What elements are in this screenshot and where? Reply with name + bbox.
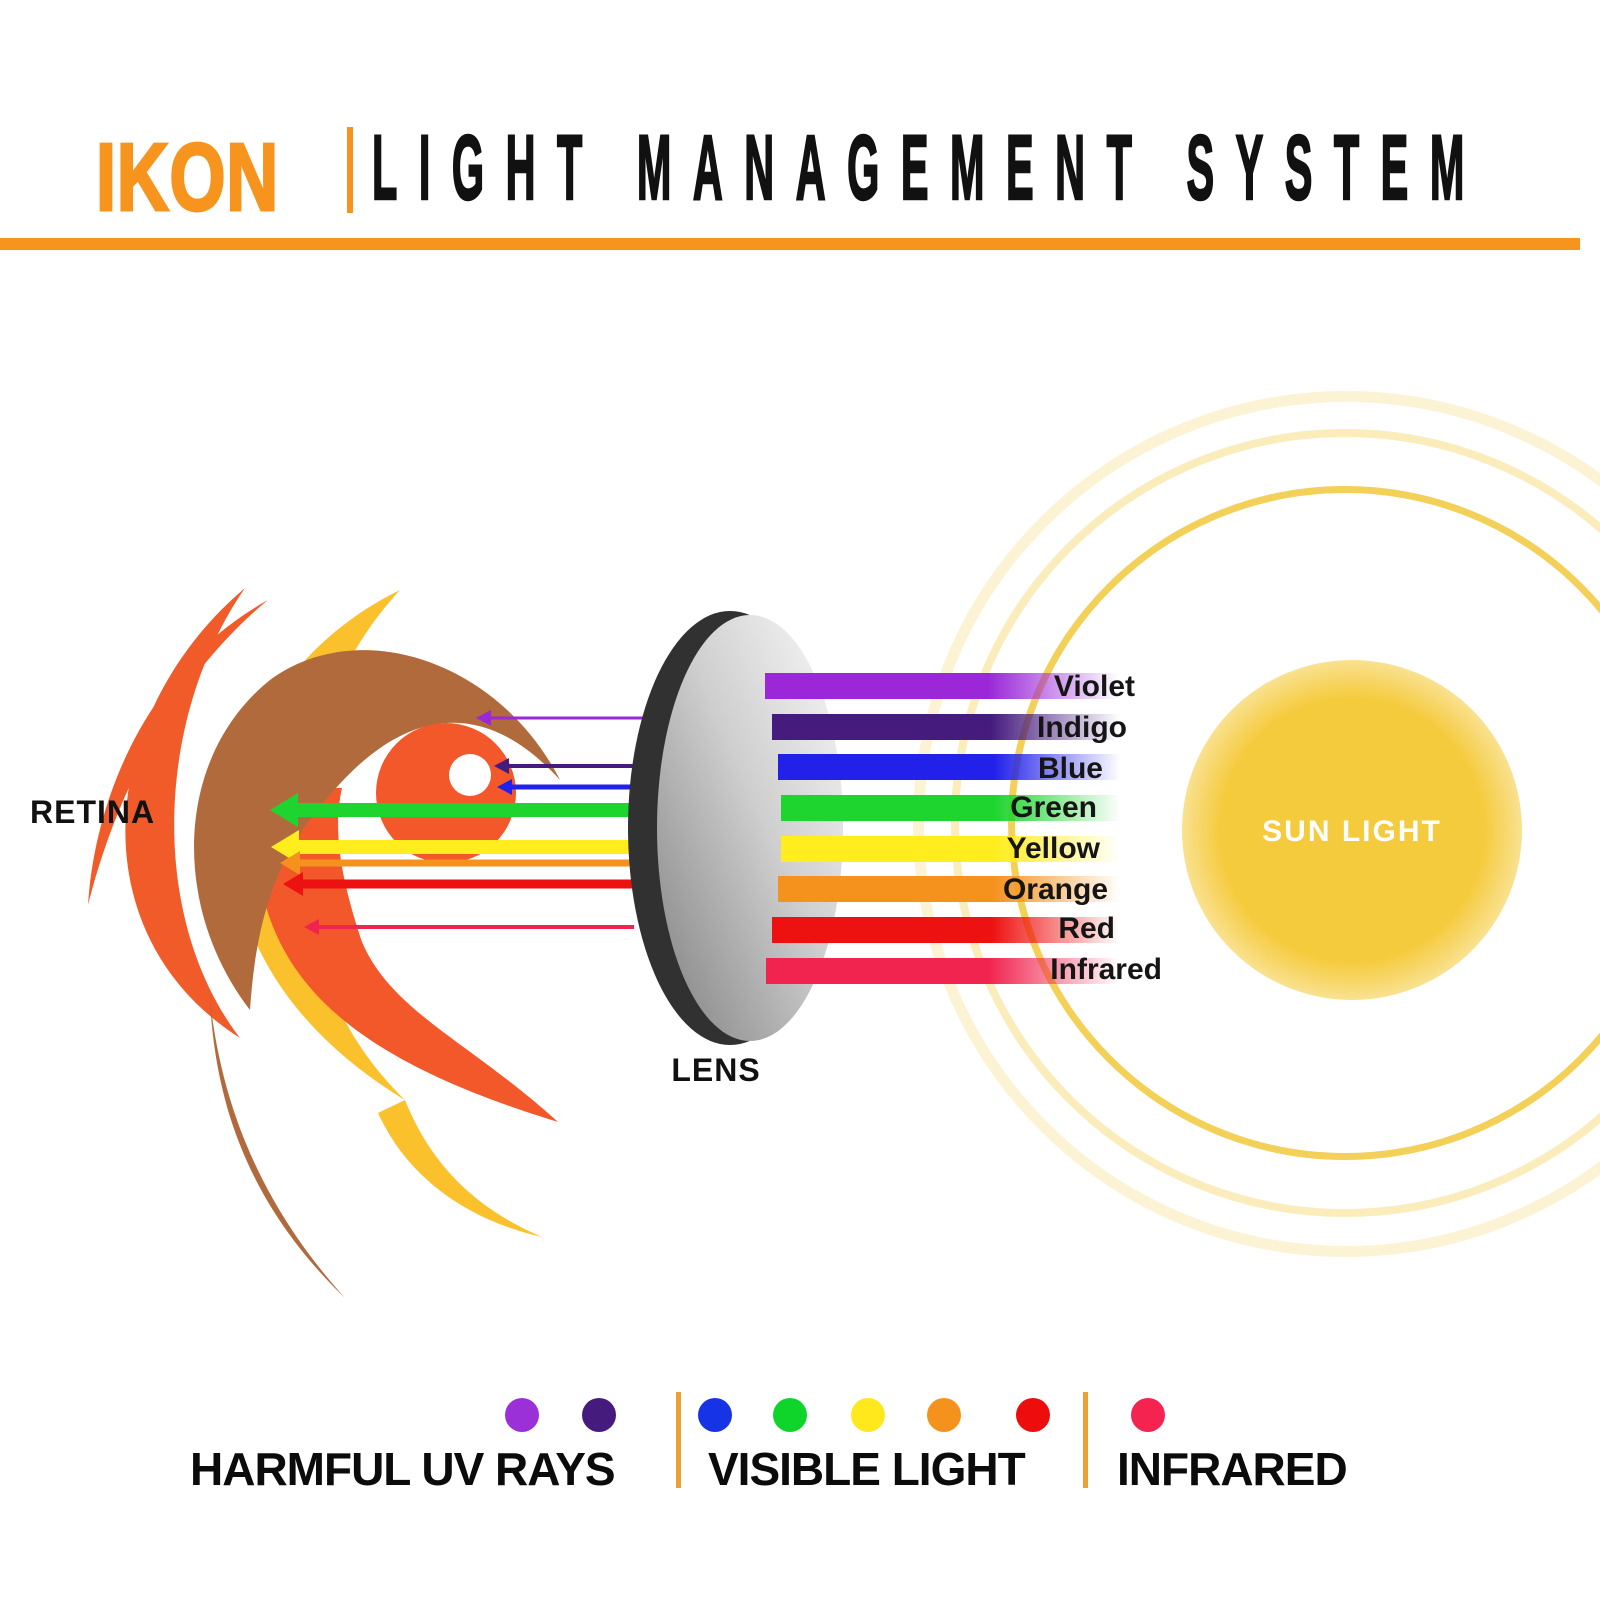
legend-divider-1 bbox=[676, 1392, 681, 1488]
legend-label-infrared: INFRARED bbox=[1117, 1443, 1348, 1495]
spectrum-label-infrared: Infrared bbox=[1050, 953, 1162, 986]
legend-label-visible-light: VISIBLE LIGHT bbox=[708, 1443, 1026, 1495]
spectrum-label-violet: Violet bbox=[1053, 670, 1135, 703]
arrow-head-orange bbox=[280, 851, 300, 875]
legend-dot-1-1 bbox=[773, 1398, 807, 1432]
sun-label: SUN LIGHT bbox=[1262, 815, 1442, 848]
legend-label-harmful-uv: HARMFUL UV RAYS bbox=[190, 1443, 616, 1495]
spectrum-band-indigo bbox=[772, 714, 1150, 740]
spectrum-label-red: Red bbox=[1058, 912, 1115, 945]
spectrum-band-red bbox=[772, 917, 1150, 943]
sun-glow bbox=[1182, 660, 1522, 1000]
legend-dot-1-4 bbox=[1016, 1398, 1050, 1432]
legend-dot-2-0 bbox=[1131, 1398, 1165, 1432]
arrow-head-green bbox=[270, 793, 298, 827]
spectrum-label-yellow: Yellow bbox=[1006, 832, 1100, 865]
arrow-head-indigo bbox=[494, 758, 509, 774]
header-rule bbox=[0, 238, 1580, 250]
spectrum-band-violet bbox=[765, 673, 1150, 699]
legend-dot-1-2 bbox=[851, 1398, 885, 1432]
retina-label: RETINA bbox=[30, 794, 156, 830]
spectrum-band-yellow bbox=[781, 836, 1150, 862]
spectrum-band-blue bbox=[778, 754, 1150, 780]
eye-illustration bbox=[88, 588, 560, 1298]
arrow-head-violet bbox=[476, 710, 491, 726]
eye-pupil bbox=[449, 754, 491, 796]
spectrum-band-infrared bbox=[766, 958, 1150, 984]
spectrum-label-green: Green bbox=[1010, 791, 1097, 824]
spectrum-label-blue: Blue bbox=[1037, 752, 1103, 785]
brand-logo-text: IKON bbox=[95, 124, 280, 231]
arrow-head-blue bbox=[497, 779, 512, 795]
legend-dot-1-3 bbox=[927, 1398, 961, 1432]
legend-dot-0-1 bbox=[582, 1398, 616, 1432]
light-arrows bbox=[270, 710, 656, 935]
lens-label: LENS bbox=[671, 1052, 761, 1088]
arrow-head-red bbox=[283, 872, 303, 896]
brand-divider-bar bbox=[347, 127, 353, 213]
arrow-head-infrared bbox=[304, 919, 319, 935]
spectrum-band-orange bbox=[778, 876, 1150, 902]
spectrum-label-orange: Orange bbox=[1002, 873, 1108, 906]
legend-divider-2 bbox=[1083, 1392, 1088, 1488]
spectrum-band-green bbox=[781, 795, 1150, 821]
legend-dot-1-0 bbox=[698, 1398, 732, 1432]
page-title: LIGHT MANAGEMENT SYSTEM bbox=[371, 117, 1486, 219]
sun-inner-ring bbox=[1008, 486, 1600, 1160]
spectrum-label-indigo: Indigo bbox=[1037, 711, 1127, 744]
legend-dot-0-0 bbox=[505, 1398, 539, 1432]
arrow-head-yellow bbox=[271, 830, 299, 864]
